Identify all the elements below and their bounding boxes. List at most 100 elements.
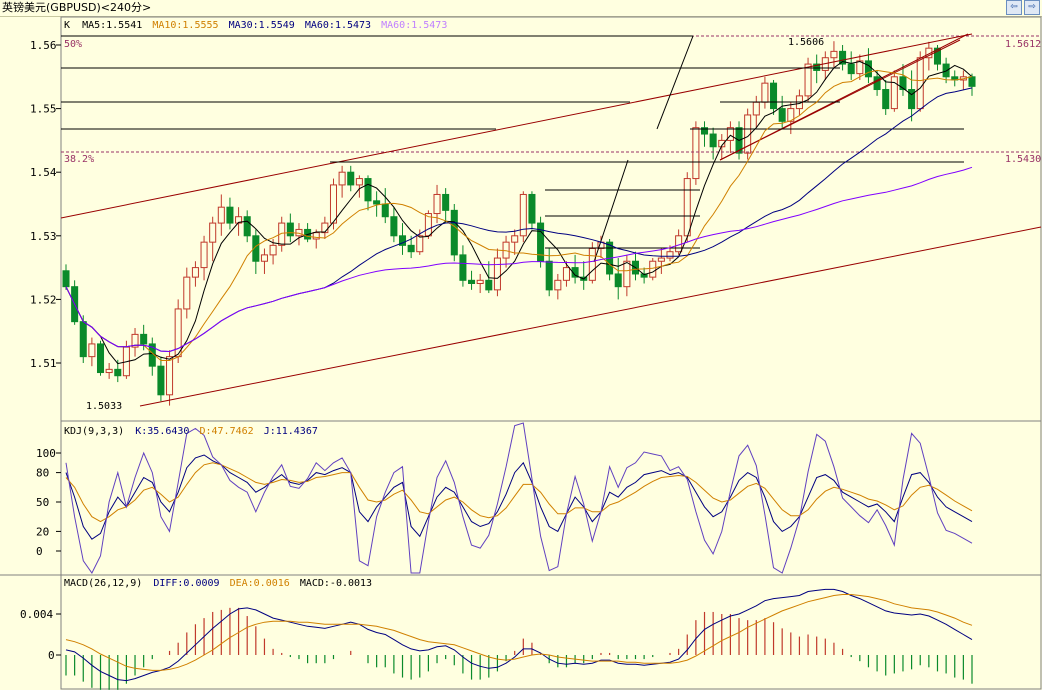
legend-ma60: MA60:1.5473 <box>305 20 371 31</box>
legend-ma30: MA30:1.5549 <box>229 20 295 31</box>
candle-body <box>450 209 458 256</box>
candle-body <box>321 222 329 234</box>
candle-body <box>416 235 424 253</box>
ma60-line <box>65 166 973 353</box>
candle-body <box>666 251 674 259</box>
candle-body <box>675 235 683 253</box>
candle-body <box>260 254 268 262</box>
nav-left-button[interactable]: ⇦ <box>1006 0 1022 15</box>
macd-dea-line <box>65 594 973 671</box>
kdj-tick-label: 100 <box>36 447 56 460</box>
legend-ma60b: MA60:1.5473 <box>381 20 447 31</box>
legend-k: K <box>64 20 70 31</box>
candle-body <box>96 343 105 374</box>
candle-body <box>899 76 907 91</box>
candle-body <box>278 222 286 246</box>
candle-body <box>554 279 562 291</box>
candle-body <box>252 235 260 262</box>
overlay-lines <box>60 33 1042 407</box>
candle-body <box>856 60 864 75</box>
candle-body <box>890 76 898 110</box>
candle-body <box>347 171 355 186</box>
candle-body <box>700 127 709 135</box>
candle-body <box>519 193 527 237</box>
kdj-legend-name: KDJ(9,3,3) <box>64 426 124 437</box>
ma5-line <box>65 60 973 365</box>
kdj-legend-j: J:11.4367 <box>264 426 318 437</box>
candle-body <box>908 89 916 110</box>
candle-body <box>191 267 199 278</box>
price-tick-label: 1.53 <box>30 230 57 243</box>
candle-body <box>105 368 113 374</box>
candle-body <box>114 368 122 377</box>
candle-body <box>545 260 553 291</box>
svg-text:K MA5:1.5541 MA10:1.55: K MA5:1.5541 MA10:1.5555 MA30:1.5549 MA6… <box>64 20 447 31</box>
ma10-line <box>65 69 973 361</box>
channel-upper-line <box>60 33 973 219</box>
candle-body <box>373 200 381 205</box>
legend-ma10: MA10:1.5555 <box>152 20 218 31</box>
window-title: 英镑美元(GBPUSD)<240分> <box>2 1 152 14</box>
candle-body <box>166 356 174 396</box>
svg-text:MACD(26,12,9) DIFF:0.0009: MACD(26,12,9) DIFF:0.0009 DEA:0.0016 MAC… <box>64 578 372 589</box>
macd-legend-dea: DEA:0.0016 <box>230 578 290 589</box>
candle-body <box>286 222 294 237</box>
candle-body <box>269 244 277 256</box>
kdj-legend-d: D:47.7462 <box>199 426 253 437</box>
candle-body <box>226 206 234 224</box>
candle-body <box>562 267 570 281</box>
candle-body <box>770 82 778 110</box>
candle-body <box>588 248 596 281</box>
candle-body <box>933 47 942 65</box>
candle-body <box>407 244 415 253</box>
candle-body <box>726 127 734 141</box>
svg-text:KDJ(9,3,3) K:35.6430 D: KDJ(9,3,3) K:35.6430 D:47.7462 J:11.4367 <box>64 426 318 437</box>
candle-body <box>614 273 622 288</box>
candle-body <box>329 184 338 224</box>
macd-panel <box>60 574 1042 690</box>
candle-body <box>511 235 519 243</box>
macd-series: 0.004 0 <box>20 588 973 690</box>
candle-body <box>442 193 450 211</box>
candle-body <box>571 267 579 278</box>
kdj-tick-label: 0 <box>36 545 43 558</box>
candle-body <box>839 50 847 65</box>
candle-body <box>528 193 536 224</box>
candle-body <box>295 228 303 237</box>
candle-body <box>381 203 389 218</box>
candle-body <box>485 279 493 291</box>
candle-body <box>942 63 950 78</box>
candle-body <box>778 108 786 122</box>
candle-body <box>761 82 769 103</box>
candle-body <box>925 47 933 59</box>
candle-body <box>683 178 691 237</box>
macd-diff-line <box>65 588 973 682</box>
candle-body <box>804 63 812 97</box>
candle-body <box>88 343 96 358</box>
macd-tick-label: 0.004 <box>20 608 53 621</box>
fib-382-value: 1.5430 <box>1005 154 1041 165</box>
candle-body <box>131 333 139 348</box>
candle-body <box>493 257 501 291</box>
candle-body <box>916 57 924 110</box>
candle-body <box>968 76 976 87</box>
candle-body <box>864 60 872 78</box>
kdj-d-line <box>65 462 973 523</box>
candlestick-series <box>62 41 976 406</box>
candle-body <box>459 254 467 281</box>
candle-body <box>787 108 795 122</box>
candle-body <box>476 279 484 285</box>
macd-tick-label: 0 <box>48 649 55 662</box>
candle-body <box>657 257 665 262</box>
candle-body <box>200 241 208 269</box>
candle-body <box>623 260 631 288</box>
price-tick-label: 1.52 <box>30 293 57 306</box>
candle-body <box>847 63 855 75</box>
nav-buttons: ⇦ ⇨ <box>1006 0 1040 15</box>
macd-legend-name: MACD(26,12,9) <box>64 578 142 589</box>
nav-right-button[interactable]: ⇨ <box>1024 0 1040 15</box>
kdj-k-line <box>65 454 973 540</box>
low-annotation: 1.5033 <box>86 401 122 412</box>
ma30-line <box>65 87 973 353</box>
